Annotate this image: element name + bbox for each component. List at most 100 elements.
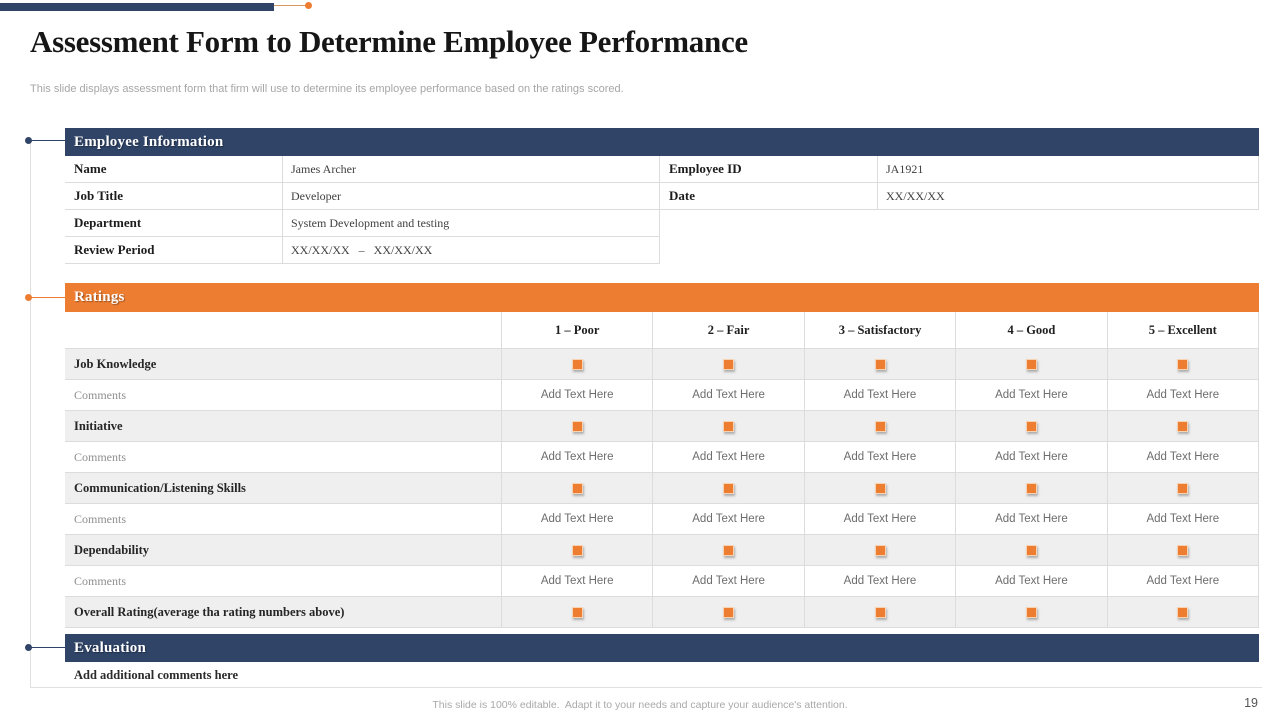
top-accent-dot [305,2,312,9]
comments-label: Comments [74,387,127,402]
comments-label: Comments [74,449,127,464]
rating-cell [501,597,652,627]
rating-checkbox[interactable] [571,358,583,370]
rating-cell [955,535,1106,565]
field-label: Department [65,210,283,236]
field-value: Developer [283,183,660,209]
field-value: James Archer [283,156,660,182]
comment-placeholder[interactable]: Add Text Here [955,566,1106,596]
rating-checkbox[interactable] [874,358,886,370]
comment-placeholder[interactable]: Add Text Here [652,380,803,410]
comment-placeholder[interactable]: Add Text Here [1106,442,1260,472]
rating-scale-header: 2 – Fair [652,312,803,348]
rating-checkbox[interactable] [1177,544,1189,556]
rating-scale-header: 1 – Poor [501,312,652,348]
rating-cell [501,535,652,565]
rating-cell [652,597,803,627]
rating-checkbox[interactable] [1177,482,1189,494]
rating-checkbox[interactable] [723,420,735,432]
rating-checkbox[interactable] [723,358,735,370]
comment-placeholder[interactable]: Add Text Here [803,504,955,534]
criteria-row: Dependability [65,535,1260,566]
rating-checkbox[interactable] [571,482,583,494]
comment-placeholder[interactable]: Add Text Here [501,566,652,596]
overall-rating-row: Overall Rating(average tha rating number… [65,597,1260,628]
table-row: Job Title Developer [65,183,660,210]
table-row: Name James Archer [65,156,660,183]
rating-scale-header-spacer [65,312,501,348]
rating-checkbox[interactable] [874,482,886,494]
criteria-label: Overall Rating(average tha rating number… [74,604,345,619]
rating-cell [955,349,1106,379]
rating-checkbox[interactable] [1025,606,1037,618]
comment-placeholder[interactable]: Add Text Here [803,380,955,410]
comment-placeholder[interactable]: Add Text Here [1106,566,1260,596]
footer-note: This slide is 100% editable. Adapt it to… [432,699,848,711]
field-value: XX/XX/XX [878,183,1259,209]
rating-checkbox[interactable] [723,544,735,556]
rating-cell [501,473,652,503]
rating-cell [803,473,955,503]
employee-info-right-column: Employee ID JA1921 Date XX/XX/XX [660,156,1259,210]
comments-label: Comments [74,511,127,526]
rating-checkbox[interactable] [1025,544,1037,556]
comment-placeholder[interactable]: Add Text Here [1106,504,1260,534]
comment-placeholder[interactable]: Add Text Here [955,442,1106,472]
rating-checkbox[interactable] [1177,420,1189,432]
comment-placeholder[interactable]: Add Text Here [652,504,803,534]
field-value: JA1921 [878,156,1259,182]
rating-cell [652,349,803,379]
employee-info-header: Employee Information [65,128,1259,156]
comments-label: Comments [74,573,127,588]
ratings-header: Ratings [65,283,1259,312]
comment-placeholder[interactable]: Add Text Here [955,380,1106,410]
comment-placeholder[interactable]: Add Text Here [955,504,1106,534]
rating-checkbox[interactable] [571,420,583,432]
table-row: Review Period XX/XX/XX – XX/XX/XX [65,237,660,264]
rating-cell [501,411,652,441]
criteria-row: Initiative [65,411,1260,442]
rating-scale-header: 3 – Satisfactory [803,312,955,348]
connector-line-ratings [28,297,66,298]
comment-placeholder[interactable]: Add Text Here [501,380,652,410]
rating-checkbox[interactable] [571,606,583,618]
comment-placeholder[interactable]: Add Text Here [803,566,955,596]
rating-checkbox[interactable] [723,482,735,494]
rating-cell [955,473,1106,503]
criteria-label: Job Knowledge [74,356,157,371]
rating-cell [1106,411,1260,441]
content-frame-bottom-line [30,687,1262,688]
rating-checkbox[interactable] [1177,606,1189,618]
rating-checkbox[interactable] [874,544,886,556]
table-row: Employee ID JA1921 [660,156,1259,183]
rating-checkbox[interactable] [1025,358,1037,370]
comment-placeholder[interactable]: Add Text Here [652,566,803,596]
evaluation-header: Evaluation [65,634,1259,662]
rating-cell [1106,535,1260,565]
comment-placeholder[interactable]: Add Text Here [652,442,803,472]
comments-row: Comments Add Text Here Add Text Here Add Te… [65,442,1260,473]
comment-placeholder[interactable]: Add Text Here [1106,380,1260,410]
rating-checkbox[interactable] [1025,482,1037,494]
rating-cell [803,535,955,565]
rating-cell [501,349,652,379]
rating-checkbox[interactable] [874,420,886,432]
rating-checkbox[interactable] [571,544,583,556]
rating-checkbox[interactable] [723,606,735,618]
rating-scale-header: 4 – Good [955,312,1106,348]
rating-checkbox[interactable] [1177,358,1189,370]
rating-scale-header: 5 – Excellent [1106,312,1260,348]
rating-cell [803,349,955,379]
page-title: Assessment Form to Determine Employee Pe… [30,24,748,59]
rating-cell [803,597,955,627]
rating-cell [652,411,803,441]
connector-line-evaluation [28,647,66,648]
rating-cell [652,535,803,565]
rating-checkbox[interactable] [1025,420,1037,432]
comment-placeholder[interactable]: Add Text Here [501,442,652,472]
rating-cell [1106,349,1260,379]
rating-checkbox[interactable] [874,606,886,618]
top-navy-bar [0,3,274,11]
comment-placeholder[interactable]: Add Text Here [803,442,955,472]
comment-placeholder[interactable]: Add Text Here [501,504,652,534]
